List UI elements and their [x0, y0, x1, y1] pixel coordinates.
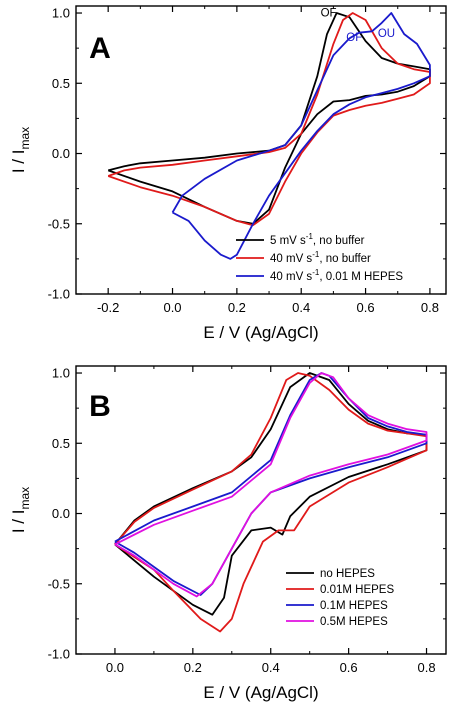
x-tick-label: 0.8 — [417, 660, 435, 675]
y-axis-label: I / Imax — [9, 127, 32, 173]
x-tick-label: -0.2 — [97, 300, 119, 315]
peak-annotation-3: OU — [378, 28, 395, 40]
y-tick-label: -0.5 — [48, 216, 70, 231]
legend-label-3: 40 mV s-1, 0.01 M HEPES — [270, 268, 403, 283]
legend-label-4: 0.5M HEPES — [320, 616, 388, 628]
series-line-3 — [171, 12, 431, 260]
series-line-4 — [114, 372, 428, 598]
x-tick-label: 0.4 — [292, 300, 310, 315]
y-tick-label: -0.5 — [48, 576, 70, 591]
panel-a-chart: -0.2 0.0 0.2 0.4 0.6 0.8 -1.0 -0.5 0.0 0.5 1.0 E / … — [9, 5, 447, 342]
y-tick-label: 0.0 — [52, 146, 70, 161]
legend-label-1: no HEPES — [320, 568, 375, 580]
x-tick-label: 0.4 — [262, 660, 280, 675]
panel-letter: B — [89, 390, 111, 423]
legend-label-2: 40 mV s-1, no buffer — [270, 250, 371, 265]
x-tick-label: 0.0 — [163, 300, 181, 315]
legend-label-3: 0.1M HEPES — [320, 600, 388, 612]
y-tick-label: 0.0 — [52, 506, 70, 521]
x-tick-label: 0.8 — [421, 300, 439, 315]
peak-annotation-1: OF — [321, 8, 337, 20]
plot-area — [107, 12, 431, 260]
legend-label-2: 0.01M HEPES — [320, 584, 394, 596]
y-tick-label: -1.0 — [48, 647, 70, 662]
x-axis-label: E / V (Ag/AgCl) — [203, 683, 318, 702]
y-tick-label: 1.0 — [52, 366, 70, 381]
y-tick-label: -1.0 — [48, 287, 70, 302]
y-tick-label: 0.5 — [52, 76, 70, 91]
x-axis-label: E / V (Ag/AgCl) — [203, 323, 318, 342]
x-tick-label: 0.2 — [228, 300, 246, 315]
x-tick-label: 0.6 — [340, 660, 358, 675]
x-tick-label: 0.6 — [357, 300, 375, 315]
panel-letter: A — [89, 32, 111, 65]
series-line-3 — [114, 372, 428, 596]
series-line-2 — [107, 12, 431, 227]
y-tick-label: 1.0 — [52, 6, 70, 21]
y-tick-label: 0.5 — [52, 436, 70, 451]
plot-frame — [75, 365, 447, 655]
legend-label-1: 5 mV s-1, no buffer — [270, 232, 365, 247]
peak-annotation-2: OF — [346, 32, 362, 44]
x-tick-label: 0.0 — [106, 660, 124, 675]
panel-b-chart: 0.0 0.2 0.4 0.6 0.8 -1.0 -0.5 0.0 0.5 1.0 E / V (A… — [9, 365, 447, 702]
plot-area — [114, 372, 428, 633]
plot-frame — [75, 5, 447, 295]
x-tick-label: 0.2 — [184, 660, 202, 675]
y-axis-label: I / Imax — [9, 487, 32, 533]
